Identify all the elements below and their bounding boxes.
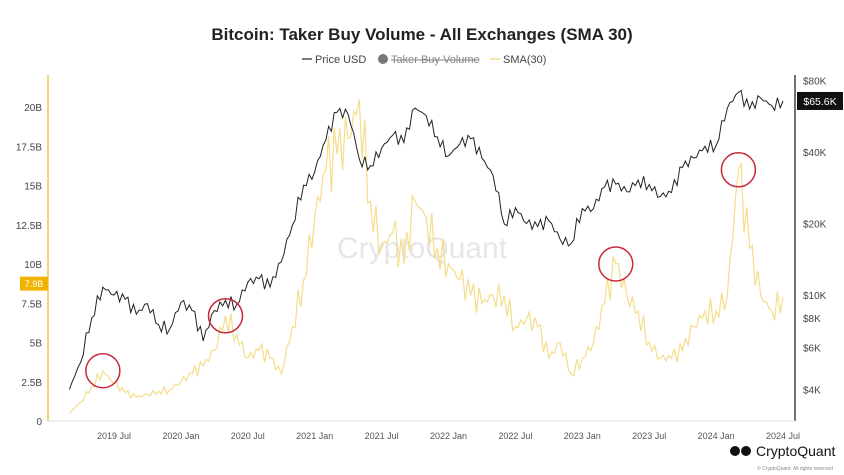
highlight-circle — [207, 298, 244, 334]
price-line — [68, 89, 784, 390]
watermark: CryptoQuant — [337, 232, 508, 265]
legend-sma[interactable]: SMA(30) — [503, 54, 546, 66]
legend-volume-swatch — [378, 54, 388, 64]
x-tick-label: 2019 Jul — [97, 431, 131, 441]
logo-mark-icon — [730, 446, 740, 456]
chart-title: Bitcoin: Taker Buy Volume - All Exchange… — [211, 25, 632, 44]
x-tick-label: 2023 Jan — [564, 431, 601, 441]
legend-price[interactable]: Price USD — [315, 54, 366, 66]
legend-volume[interactable]: Taker Buy Volume — [391, 54, 480, 66]
x-tick-label: 2024 Jul — [766, 431, 800, 441]
sma-line — [68, 99, 784, 414]
right-tick-label: $20K — [803, 220, 827, 231]
x-tick-label: 2021 Jul — [365, 431, 399, 441]
left-tick-label: 5B — [30, 339, 43, 350]
right-tick-label: $6K — [803, 344, 821, 355]
right-tick-label: $40K — [803, 148, 827, 159]
right-tick-label: $10K — [803, 291, 827, 302]
current-sma-marker — [20, 276, 48, 291]
current-price-label: $65.6K — [803, 96, 836, 108]
left-tick-label: 12.5B — [16, 221, 42, 232]
x-tick-label: 2023 Jul — [632, 431, 666, 441]
copyright: © CryptoQuant. All rights reserved — [757, 465, 833, 472]
left-tick-label: 17.5B — [16, 142, 42, 153]
right-tick-label: $4K — [803, 386, 821, 397]
current-price-marker — [797, 91, 843, 110]
x-tick-label: 2021 Jan — [296, 431, 333, 441]
x-tick-label: 2020 Jul — [231, 431, 265, 441]
right-tick-label: $80K — [803, 77, 827, 88]
left-tick-label: 0 — [36, 417, 42, 428]
x-tick-label: 2020 Jan — [162, 431, 199, 441]
left-tick-label: 2.5B — [21, 378, 42, 389]
left-tick-label: 10B — [24, 260, 42, 271]
logo-text: CryptoQuant — [756, 443, 835, 459]
highlight-circle — [598, 246, 634, 282]
right-tick-label: $8K — [803, 314, 821, 325]
highlight-circle — [85, 353, 121, 389]
logo-mark-icon — [741, 446, 751, 456]
left-tick-label: 7.5B — [21, 299, 42, 310]
current-sma-label: 7.9B — [25, 279, 44, 289]
cryptoquant-logo: CryptoQuant © CryptoQuant. All rights re… — [730, 443, 835, 472]
x-tick-label: 2022 Jul — [498, 431, 532, 441]
highlight-circle — [720, 152, 757, 188]
legend: Price USD Taker Buy Volume SMA(30) — [302, 54, 546, 66]
left-tick-label: 15B — [24, 182, 42, 193]
x-tick-label: 2024 Jan — [698, 431, 735, 441]
left-tick-label: 20B — [24, 103, 42, 114]
x-tick-label: 2022 Jan — [430, 431, 467, 441]
